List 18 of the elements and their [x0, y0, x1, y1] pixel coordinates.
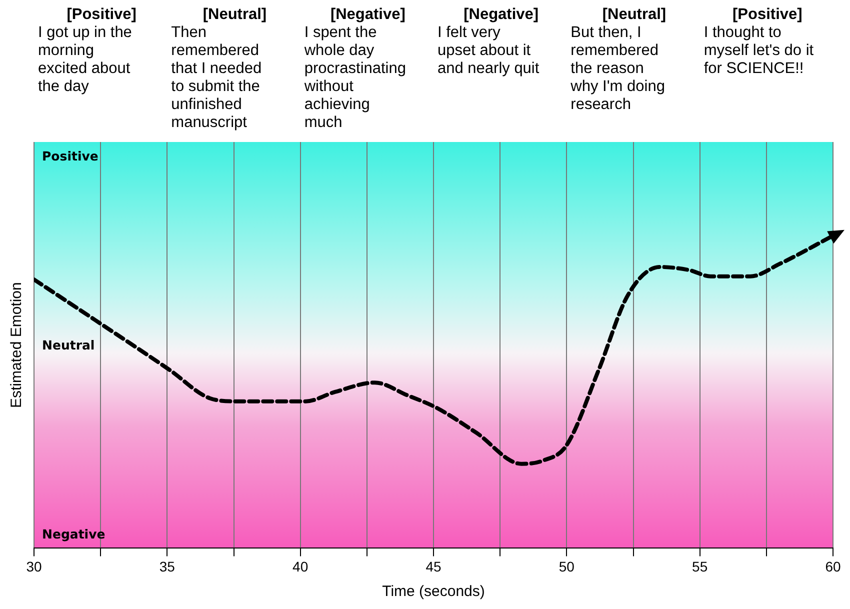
x-tick-label: 50	[558, 558, 575, 574]
y-axis-title: Estimated Emotion	[8, 282, 26, 408]
text: [Negative] I spent the whole day procrastinating without achieving much	[304, 6, 407, 132]
x-tick-label: 45	[426, 558, 442, 574]
x-tick-label: 35	[159, 558, 176, 574]
annotation: Neutral	[42, 338, 95, 353]
text: [Positive] I got up in the morning excited about the day	[38, 6, 138, 96]
x-tick-label: 60	[825, 558, 841, 574]
text: [Negative] I felt very upset about it and nearly quit	[438, 6, 540, 78]
text: [Neutral] Then remembered that I needed to submit the unfinished manuscript	[171, 6, 268, 132]
x-axis-title: Time (seconds)	[382, 583, 485, 600]
x-tick-label: 30	[26, 558, 42, 574]
text: [Neutral] But then, I remembered the reason why I'm doing research	[570, 6, 668, 114]
annotation: Negative	[42, 526, 106, 542]
text: Positive	[42, 148, 98, 164]
x-tick-label: 55	[692, 558, 708, 574]
text: [Positive] I thought to myself let's do it for SCIENCE!!	[704, 6, 815, 78]
x-tick-label: 40	[292, 558, 308, 574]
